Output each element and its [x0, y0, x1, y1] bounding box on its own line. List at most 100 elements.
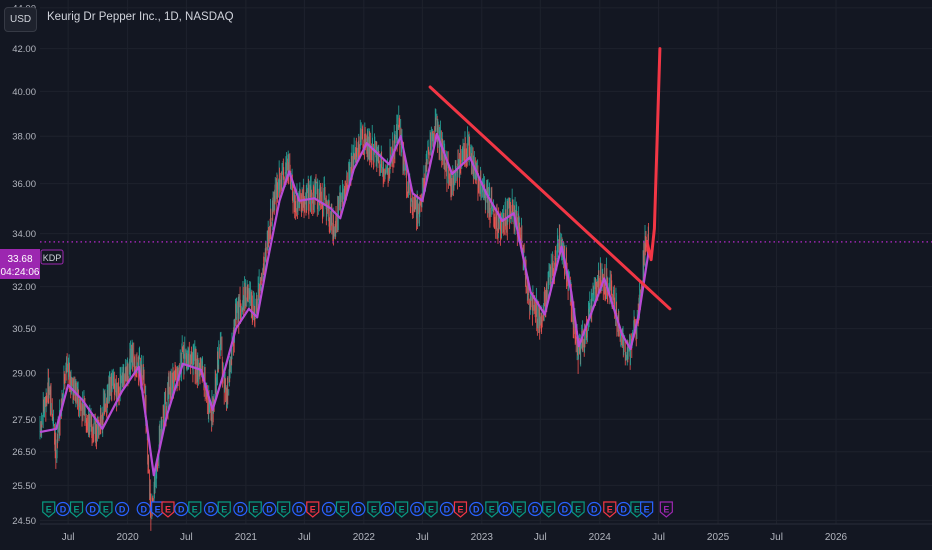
- event-marker-label: D: [296, 505, 303, 515]
- dividend-marker[interactable]: D: [262, 501, 277, 517]
- dividend-marker[interactable]: D: [380, 501, 395, 517]
- earnings-marker-shape: [335, 501, 350, 518]
- dividend-marker[interactable]: D: [587, 501, 602, 517]
- event-marker-label: E: [634, 505, 640, 515]
- y-tick-label: 27.50: [12, 415, 36, 426]
- dividend-marker-circle: [85, 501, 100, 517]
- earnings-marker[interactable]: E: [542, 501, 556, 518]
- earnings-marker[interactable]: E: [453, 501, 468, 518]
- event-marker-label: E: [575, 505, 581, 515]
- earnings-marker[interactable]: E: [69, 501, 84, 518]
- dividend-marker[interactable]: D: [136, 501, 151, 517]
- moving-average-line: [39, 132, 650, 477]
- x-tick-label: 2021: [235, 532, 258, 543]
- event-marker-label: D: [89, 505, 96, 515]
- ticker-badge: [40, 249, 64, 265]
- dividend-marker[interactable]: D: [55, 501, 71, 517]
- earnings-marker-shape: [453, 501, 468, 518]
- y-tick-label: 42.00: [12, 44, 36, 55]
- dividend-marker[interactable]: D: [410, 501, 425, 517]
- earnings-marker-shape: [248, 501, 262, 518]
- earnings-marker[interactable]: E: [217, 501, 231, 518]
- x-tick-label: Jul: [180, 532, 193, 543]
- dividend-marker[interactable]: D: [114, 501, 130, 517]
- projection-line[interactable]: [645, 47, 662, 262]
- dividend-marker[interactable]: D: [616, 501, 631, 517]
- earnings-marker[interactable]: E: [367, 501, 381, 518]
- earnings-marker[interactable]: E: [640, 501, 654, 518]
- event-marker-label: E: [192, 505, 198, 515]
- earnings-marker[interactable]: E: [42, 501, 56, 518]
- earnings-marker[interactable]: E: [512, 501, 526, 518]
- dividend-marker[interactable]: D: [351, 501, 366, 517]
- dividend-marker[interactable]: D: [498, 501, 513, 517]
- earnings-marker[interactable]: E: [571, 501, 585, 518]
- earnings-marker[interactable]: E: [306, 501, 320, 518]
- earnings-marker[interactable]: E: [395, 501, 409, 518]
- resistance-trendline[interactable]: [428, 85, 672, 311]
- event-marker-label: D: [266, 505, 273, 515]
- event-marker-label: E: [457, 505, 463, 515]
- event-marker-label: E: [516, 505, 522, 515]
- y-tick-label: 30.50: [12, 324, 36, 335]
- earnings-marker-shape: [277, 501, 291, 518]
- x-axis[interactable]: Jul 2020 Jul 2021 Jul 2022 Jul 2023 Jul 2024 Jul 20…: [62, 532, 848, 543]
- dividend-marker-circle: [55, 501, 71, 517]
- event-marker-label: D: [384, 505, 391, 515]
- event-marker-label: E: [252, 505, 258, 515]
- dividend-marker[interactable]: D: [292, 501, 307, 517]
- x-tick-label: 2022: [353, 532, 376, 543]
- event-marker-label: D: [532, 505, 539, 515]
- earnings-marker[interactable]: E: [659, 501, 673, 518]
- dividend-marker[interactable]: D: [203, 501, 219, 517]
- event-marker-label: E: [165, 505, 171, 515]
- earnings-marker[interactable]: E: [248, 501, 262, 518]
- earnings-marker[interactable]: E: [424, 501, 438, 518]
- event-marker-label: D: [119, 505, 126, 515]
- dividend-marker-circle: [114, 501, 130, 517]
- event-marker-label: D: [444, 505, 451, 515]
- dividend-marker-circle: [321, 501, 337, 517]
- earnings-marker-shape: [395, 501, 409, 518]
- event-marker-label: E: [428, 505, 434, 515]
- dividend-marker[interactable]: D: [469, 501, 484, 517]
- dividend-marker[interactable]: D: [321, 501, 337, 517]
- x-tick-label: Jul: [416, 532, 429, 543]
- earnings-marker[interactable]: E: [188, 501, 202, 518]
- event-marker-label: D: [355, 505, 362, 515]
- dividend-marker[interactable]: D: [439, 501, 454, 517]
- earnings-marker[interactable]: E: [99, 501, 113, 518]
- y-tick-label: 25.50: [12, 481, 36, 492]
- currency-button[interactable]: USD: [4, 7, 38, 32]
- dividend-marker-circle: [380, 501, 395, 517]
- dividend-marker[interactable]: D: [528, 501, 543, 517]
- earnings-marker[interactable]: E: [277, 501, 291, 518]
- y-tick-label: 29.00: [12, 368, 36, 379]
- dividend-marker[interactable]: D: [557, 501, 572, 517]
- dividend-marker[interactable]: D: [85, 501, 100, 517]
- earnings-marker[interactable]: E: [161, 501, 175, 518]
- event-marker-label: D: [591, 505, 598, 515]
- event-marker-label: E: [339, 505, 345, 515]
- earnings-marker-shape: [69, 501, 84, 518]
- dividend-marker-circle: [292, 501, 307, 517]
- dividend-marker-circle: [410, 501, 425, 517]
- dividend-marker-circle: [233, 501, 248, 517]
- event-marker-label: D: [208, 505, 215, 515]
- dividend-marker[interactable]: D: [233, 501, 248, 517]
- event-marker-label: D: [60, 505, 67, 515]
- dividend-marker[interactable]: D: [174, 501, 189, 517]
- drawing-layer: [40, 47, 932, 311]
- earnings-marker[interactable]: E: [603, 501, 617, 518]
- event-marker-label: D: [473, 505, 480, 515]
- dividend-marker-circle: [174, 501, 189, 517]
- price-tag-value: 33.68: [7, 254, 32, 265]
- event-marker-label: E: [155, 505, 161, 515]
- dividend-marker-circle: [203, 501, 219, 517]
- earnings-marker[interactable]: E: [335, 501, 350, 518]
- event-marker-label: D: [562, 505, 569, 515]
- earnings-marker[interactable]: E: [485, 501, 499, 518]
- earnings-marker-shape: [659, 501, 673, 518]
- dividend-marker-circle: [136, 501, 151, 517]
